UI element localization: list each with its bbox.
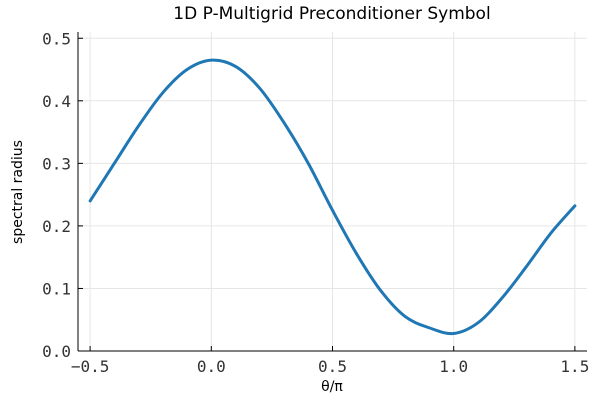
ticks: −0.5 0.0 0.5 1.0 1.50.00.10.20.30.40.5 [42, 29, 589, 376]
grid [78, 32, 587, 352]
x-tick-label: 1.0 [439, 357, 468, 376]
x-tick-label: 0.0 [197, 357, 226, 376]
y-tick-label: 0.1 [42, 279, 71, 298]
chart-title: 1D P-Multigrid Preconditioner Symbol [173, 4, 490, 24]
y-tick-label: 0.3 [42, 154, 71, 173]
y-tick-label: 0.5 [42, 29, 71, 48]
x-tick-label: 1.5 [560, 357, 589, 376]
y-axis-label: spectral radius [10, 140, 26, 244]
series-layer [88, 58, 577, 336]
x-tick-label: −0.5 [71, 357, 110, 376]
y-tick-label: 0.0 [42, 342, 71, 361]
y-tick-label: 0.2 [42, 217, 71, 236]
series-line [88, 58, 577, 336]
y-tick-label: 0.4 [42, 92, 71, 111]
x-tick-label: 0.5 [318, 357, 347, 376]
x-axis-label: θ/π [321, 379, 343, 395]
